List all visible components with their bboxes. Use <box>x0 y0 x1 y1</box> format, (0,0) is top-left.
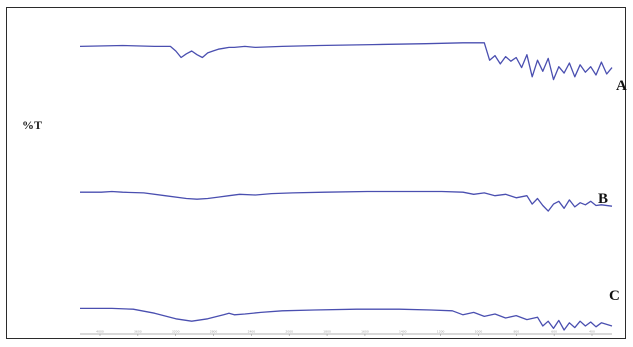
x-tick-label: 1600 <box>361 330 369 334</box>
plot-frame <box>6 7 626 339</box>
x-tick-label: 1800 <box>323 330 331 334</box>
x-axis: 4000 3600 3200 2800 2400 2000 1800 1600 1400 1200… <box>80 330 612 336</box>
x-tick-label: 1000 <box>475 330 483 334</box>
series-line-b <box>80 190 613 212</box>
series-line-a <box>79 42 613 81</box>
series-label-b: B <box>598 191 609 207</box>
x-tick-label: 600 <box>551 330 557 334</box>
series-label-c: C <box>609 288 620 304</box>
x-tick-label: 800 <box>513 330 519 334</box>
x-tick-label: 400 <box>589 330 595 334</box>
x-tick-label: 2000 <box>285 330 293 334</box>
x-tick-label: 1200 <box>437 330 445 334</box>
x-tick-label: 3600 <box>134 330 142 334</box>
series-label-a: A <box>616 78 627 94</box>
x-tick-label: 3200 <box>172 330 180 334</box>
x-tick-label: 4000 <box>96 330 104 334</box>
x-tick-label: 2800 <box>210 330 218 334</box>
x-tick-label: 2400 <box>248 330 256 334</box>
x-tick-label: 1400 <box>399 330 407 334</box>
y-axis-label: %T <box>22 118 43 132</box>
series-line-c <box>80 307 613 331</box>
series-group <box>79 42 613 331</box>
